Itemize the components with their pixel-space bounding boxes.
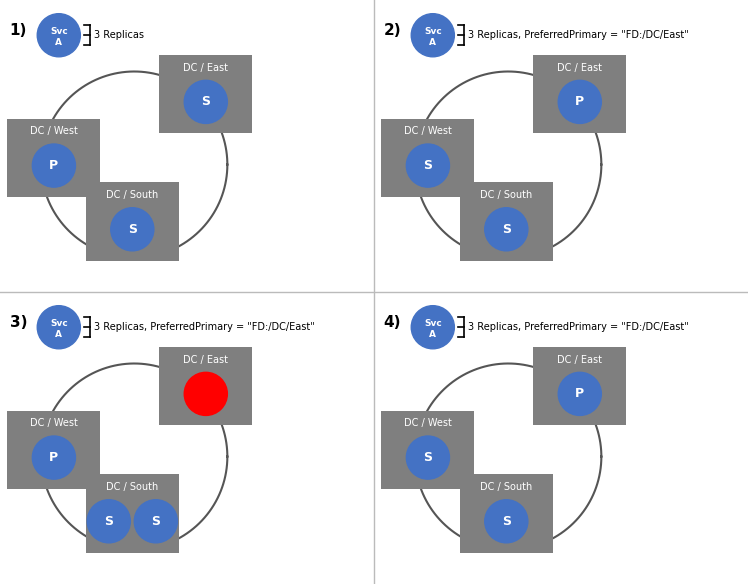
FancyBboxPatch shape bbox=[381, 119, 474, 197]
Text: DC / East: DC / East bbox=[183, 62, 228, 72]
Text: 3 Replicas, PreferredPrimary = "FD:/DC/East": 3 Replicas, PreferredPrimary = "FD:/DC/E… bbox=[468, 30, 689, 40]
Text: 2): 2) bbox=[384, 23, 402, 39]
Text: DC / East: DC / East bbox=[557, 354, 602, 364]
Circle shape bbox=[32, 144, 76, 187]
Circle shape bbox=[485, 500, 528, 543]
Text: A: A bbox=[429, 37, 436, 47]
Circle shape bbox=[184, 81, 227, 123]
Text: 3 Replicas: 3 Replicas bbox=[94, 30, 144, 40]
Circle shape bbox=[37, 13, 80, 57]
Text: DC / South: DC / South bbox=[480, 190, 533, 200]
Circle shape bbox=[406, 436, 450, 479]
Circle shape bbox=[37, 305, 80, 349]
Circle shape bbox=[406, 144, 450, 187]
Text: S: S bbox=[502, 515, 511, 528]
Text: S: S bbox=[104, 515, 113, 528]
Circle shape bbox=[134, 500, 177, 543]
FancyBboxPatch shape bbox=[7, 411, 100, 489]
Text: Svc: Svc bbox=[50, 27, 67, 36]
FancyBboxPatch shape bbox=[381, 411, 474, 489]
Text: 3): 3) bbox=[10, 315, 27, 331]
Text: S: S bbox=[423, 451, 432, 464]
Text: P: P bbox=[49, 159, 58, 172]
Text: DC / West: DC / West bbox=[404, 418, 452, 428]
FancyBboxPatch shape bbox=[159, 347, 252, 425]
Text: A: A bbox=[55, 37, 62, 47]
Text: S: S bbox=[151, 515, 160, 528]
FancyBboxPatch shape bbox=[7, 119, 100, 197]
Text: P: P bbox=[49, 451, 58, 464]
Circle shape bbox=[411, 305, 454, 349]
Text: 4): 4) bbox=[384, 315, 401, 331]
Text: 1): 1) bbox=[10, 23, 27, 39]
Text: DC / South: DC / South bbox=[106, 482, 159, 492]
FancyBboxPatch shape bbox=[159, 55, 252, 133]
Circle shape bbox=[32, 436, 76, 479]
Text: 3 Replicas, PreferredPrimary = "FD:/DC/East": 3 Replicas, PreferredPrimary = "FD:/DC/E… bbox=[468, 322, 689, 332]
FancyBboxPatch shape bbox=[533, 55, 626, 133]
FancyBboxPatch shape bbox=[86, 182, 179, 260]
FancyBboxPatch shape bbox=[460, 474, 553, 552]
Circle shape bbox=[411, 13, 454, 57]
Text: DC / West: DC / West bbox=[404, 126, 452, 136]
Text: Svc: Svc bbox=[424, 319, 441, 328]
Text: P: P bbox=[575, 95, 584, 109]
Text: S: S bbox=[128, 223, 137, 236]
Text: S: S bbox=[423, 159, 432, 172]
Text: DC / East: DC / East bbox=[557, 62, 602, 72]
FancyBboxPatch shape bbox=[533, 347, 626, 425]
FancyBboxPatch shape bbox=[460, 182, 553, 260]
Text: DC / West: DC / West bbox=[30, 418, 78, 428]
Circle shape bbox=[558, 373, 601, 415]
Text: P: P bbox=[575, 387, 584, 401]
Text: DC / West: DC / West bbox=[30, 126, 78, 136]
Text: DC / South: DC / South bbox=[480, 482, 533, 492]
Circle shape bbox=[184, 373, 227, 415]
Text: Svc: Svc bbox=[424, 27, 441, 36]
Circle shape bbox=[111, 208, 154, 251]
Circle shape bbox=[558, 81, 601, 123]
Text: Svc: Svc bbox=[50, 319, 67, 328]
Text: DC / East: DC / East bbox=[183, 354, 228, 364]
Text: 3 Replicas, PreferredPrimary = "FD:/DC/East": 3 Replicas, PreferredPrimary = "FD:/DC/E… bbox=[94, 322, 315, 332]
FancyBboxPatch shape bbox=[86, 474, 179, 552]
Text: DC / South: DC / South bbox=[106, 190, 159, 200]
Text: S: S bbox=[201, 95, 210, 109]
Text: A: A bbox=[55, 329, 62, 339]
Text: A: A bbox=[429, 329, 436, 339]
Circle shape bbox=[88, 500, 130, 543]
Text: S: S bbox=[502, 223, 511, 236]
Circle shape bbox=[485, 208, 528, 251]
